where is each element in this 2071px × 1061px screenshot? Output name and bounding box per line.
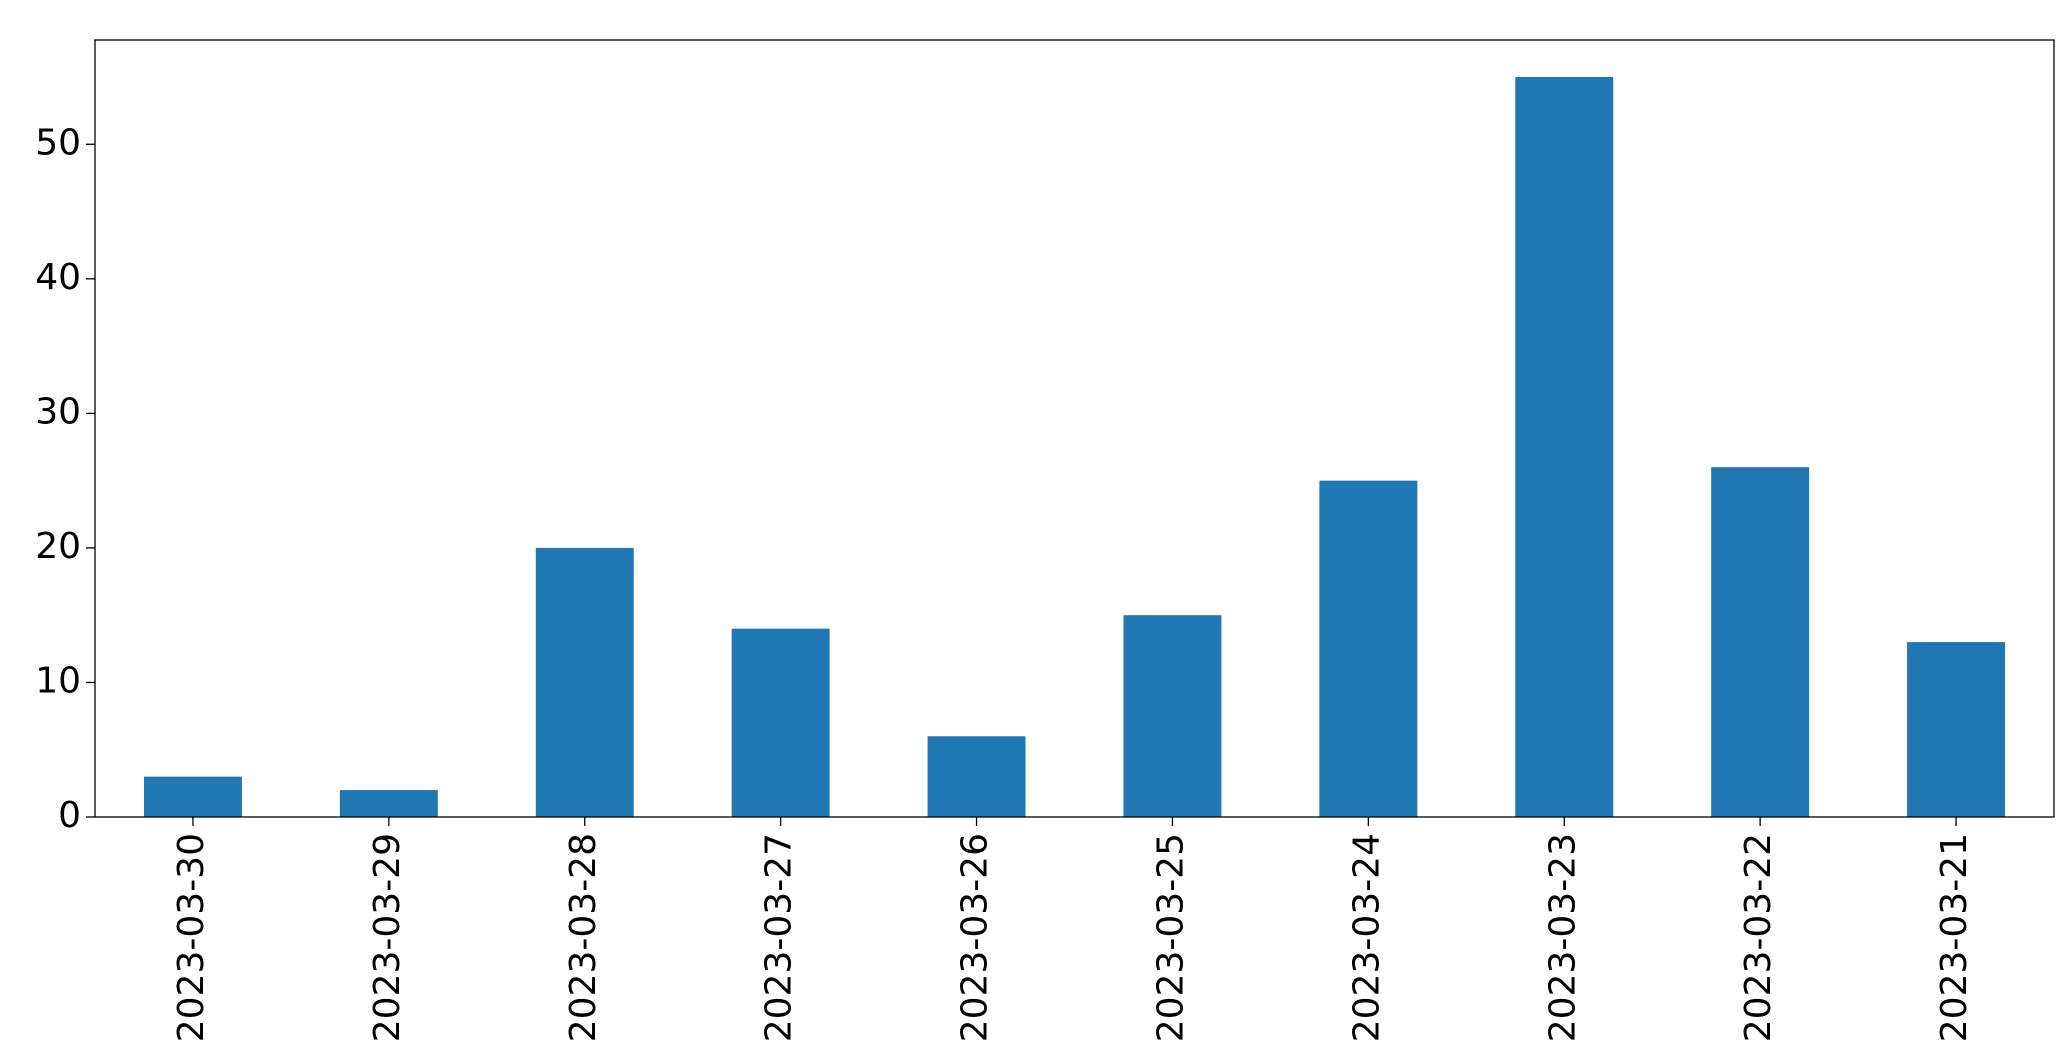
plot-frame (94, 39, 2055, 818)
x-tick-label: 2023-03-26 (955, 833, 996, 1042)
y-tick-label: 40 (35, 257, 81, 298)
bar (1711, 467, 1810, 817)
bar (1515, 77, 1614, 817)
bar (339, 790, 438, 817)
x-tick-label: 2023-03-25 (1150, 833, 1191, 1042)
bar (143, 776, 242, 817)
y-tick-label: 10 (35, 660, 81, 701)
bar (731, 628, 830, 817)
y-tick-label: 20 (35, 526, 81, 567)
x-tick-label: 2023-03-28 (563, 833, 604, 1042)
bar (1907, 642, 2006, 817)
x-tick-label: 2023-03-30 (171, 833, 212, 1042)
bar (1123, 615, 1222, 817)
y-tick-label: 0 (58, 795, 81, 836)
bar (927, 736, 1026, 817)
y-tick-label: 30 (35, 391, 81, 432)
x-tick-label: 2023-03-23 (1542, 833, 1583, 1042)
y-tick-label: 50 (35, 122, 81, 163)
x-tick-label: 2023-03-27 (759, 833, 800, 1042)
x-tick-label: 2023-03-29 (367, 833, 408, 1042)
bar (535, 547, 634, 817)
bar (1319, 480, 1418, 817)
x-tick-label: 2023-03-24 (1346, 833, 1387, 1042)
x-tick-label: 2023-03-21 (1934, 833, 1975, 1042)
x-tick-label: 2023-03-22 (1738, 833, 1779, 1042)
